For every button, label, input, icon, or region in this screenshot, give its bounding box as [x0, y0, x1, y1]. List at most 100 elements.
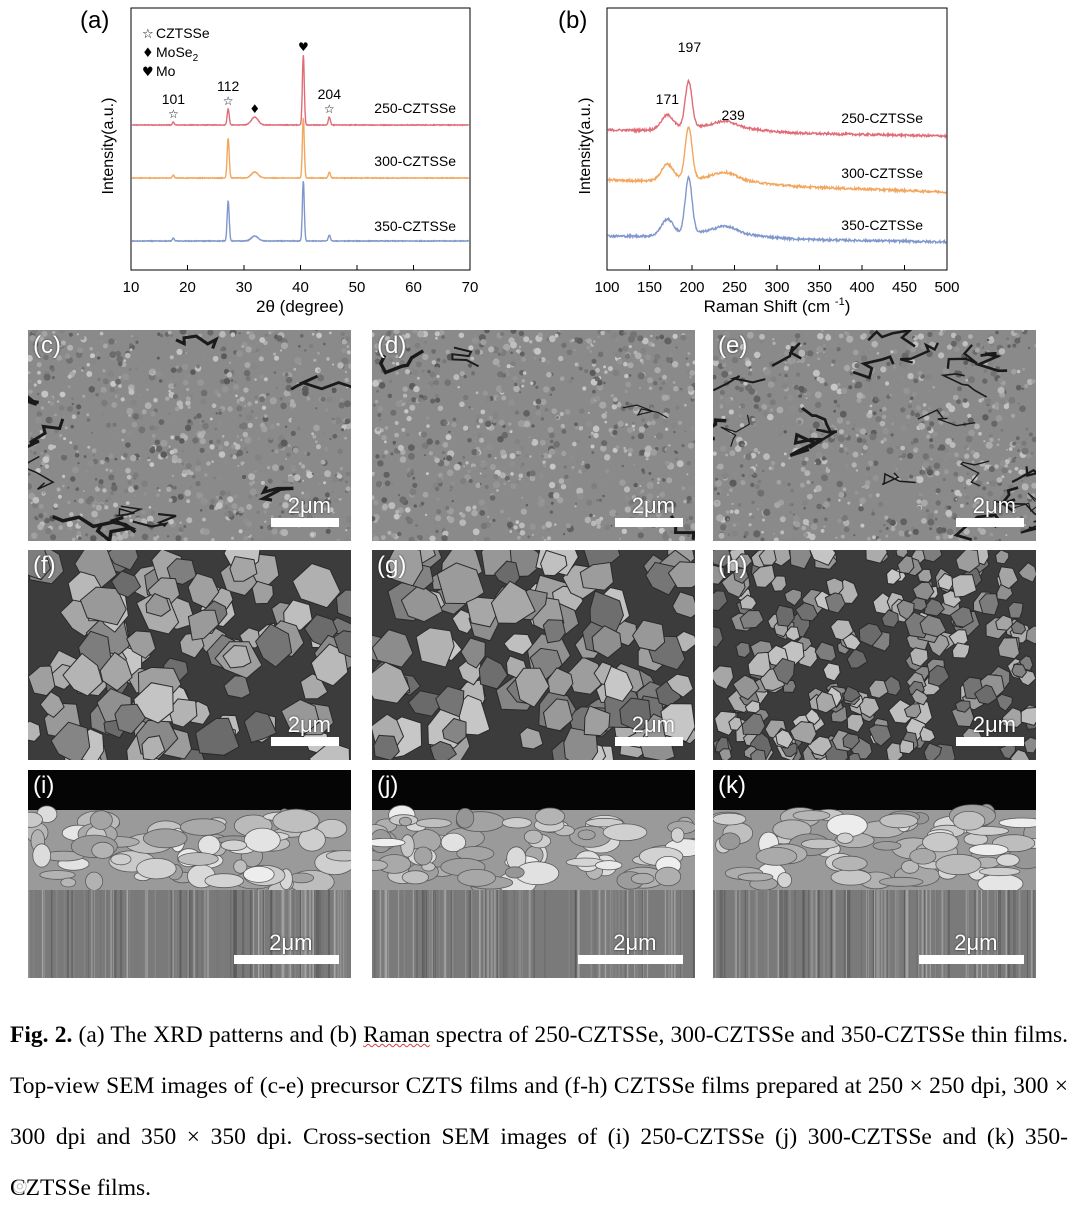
- sem-image-panel: (c) 2μm: [28, 330, 351, 541]
- figure-caption: Fig. 2. (a) The XRD patterns and (b) Ram…: [10, 1010, 1068, 1214]
- raman-tick-label: 450: [892, 279, 917, 296]
- xrd-series-line: [131, 55, 470, 127]
- xrd-tick-label: 50: [349, 279, 366, 296]
- raman-tick-label: 300: [764, 279, 789, 296]
- raman-series-label: 250-CZTSSe: [841, 110, 923, 126]
- raman-series-line: [607, 78, 947, 140]
- scale-bar-label: 2μm: [269, 930, 313, 955]
- scale-bar-label: 2μm: [972, 712, 1016, 737]
- xrd-tick-label: 60: [405, 279, 422, 296]
- raman-tick-label: 400: [849, 279, 874, 296]
- raman-tick-label: 500: [934, 279, 959, 296]
- watermark: ◎: [12, 1175, 28, 1195]
- xrd-series-label: 250-CZTSSe: [374, 100, 456, 116]
- scale-bar: [615, 518, 683, 527]
- sem-micrograph: [713, 770, 1036, 978]
- xrd-tick-label: 10: [123, 279, 140, 296]
- xrd-x-axis-label: 2θ (degree): [256, 297, 344, 316]
- xrd-peak-label: 101: [162, 91, 186, 107]
- xrd-peak-label: 204: [318, 86, 342, 102]
- sem-micrograph: [28, 550, 351, 760]
- sem-micrograph: [713, 550, 1036, 760]
- sem-image-panel: (d) 2μm: [372, 330, 695, 541]
- raman-tick-label: 150: [637, 279, 662, 296]
- scale-bar: [578, 955, 683, 964]
- scale-bar-label: 2μm: [631, 493, 675, 518]
- sem-panel-letter: (e): [718, 332, 748, 359]
- xrd-tick-label: 70: [462, 279, 479, 296]
- raman-series-line: [607, 174, 947, 245]
- caption-underlined-word: Raman: [363, 1022, 430, 1048]
- xrd-series-line: [131, 181, 470, 243]
- sem-image-panel: (k) 2μm: [713, 770, 1036, 978]
- scale-bar: [956, 737, 1024, 746]
- scale-bar: [271, 518, 339, 527]
- scale-bar: [919, 955, 1024, 964]
- sem-micrograph: [372, 550, 695, 760]
- sem-panel-letter: (k): [718, 772, 746, 799]
- raman-tick-label: 250: [722, 279, 747, 296]
- caption-text-1: (a) The XRD patterns and (b): [72, 1022, 364, 1048]
- xrd-series-label: 350-CZTSSe: [374, 218, 456, 234]
- xrd-chart: 10 20 30 40 50 60 70 (a) Intensity(a.u.) 2θ (degr…: [80, 7, 479, 316]
- sem-image-panel: (f) 2μm: [28, 550, 351, 760]
- xrd-peak-symbol: ♦: [249, 102, 260, 116]
- xrd-peak-label: 112: [217, 78, 240, 94]
- raman-tick-label: 200: [679, 279, 704, 296]
- sem-micrograph: [28, 330, 351, 541]
- sem-panel-letter: (d): [377, 332, 407, 359]
- xrd-legend-label: CZTSSe: [156, 25, 210, 41]
- xrd-series-label: 300-CZTSSe: [374, 153, 456, 169]
- raman-tick-label: 350: [807, 279, 832, 296]
- caption-lead: Fig. 2.: [10, 1022, 73, 1048]
- caption-text-2: spectra of 250-CZTSSe, 300-CZTSSe and 35…: [10, 1022, 1068, 1201]
- scale-bar-label: 2μm: [631, 712, 675, 737]
- scale-bar: [234, 955, 339, 964]
- sem-panel-letter: (h): [718, 552, 748, 579]
- scale-bar: [271, 737, 339, 746]
- sem-image-panel: (h) 2μm: [713, 550, 1036, 760]
- xrd-y-axis-label: Intensity(a.u.): [100, 98, 117, 195]
- raman-peak-label: 239: [721, 107, 745, 123]
- scale-bar-label: 2μm: [954, 930, 998, 955]
- raman-x-axis-label: Raman Shift (cm -1): [704, 296, 851, 316]
- sem-panel-letter: (c): [33, 332, 61, 359]
- xrd-series-line: [131, 118, 470, 180]
- raman-chart: 100 150 200 250 300 350 400 450 500 (b) Intensity(…: [558, 7, 960, 316]
- scale-bar: [615, 737, 683, 746]
- xrd-legend-label: MoSe2: [156, 44, 199, 64]
- xrd-peak-symbol: ♥: [298, 40, 309, 54]
- xrd-legend-symbol: ☆: [142, 27, 154, 42]
- xrd-peak-symbol: ☆: [223, 94, 234, 108]
- raman-series-label: 350-CZTSSe: [841, 217, 923, 233]
- sem-panel-letter: (j): [377, 772, 399, 799]
- sem-image-panel: (i) 2μm: [28, 770, 351, 978]
- sem-micrograph: [372, 330, 695, 541]
- xrd-legend-label: Mo: [156, 63, 176, 79]
- sem-micrograph: [372, 770, 695, 978]
- sem-image-panel: (g) 2μm: [372, 550, 695, 760]
- xrd-peak-symbol: ☆: [168, 107, 179, 121]
- scale-bar-label: 2μm: [972, 493, 1016, 518]
- sem-micrograph: [713, 330, 1036, 541]
- xrd-tick-label: 20: [179, 279, 196, 296]
- sem-panel-letter: (f): [33, 552, 56, 579]
- scale-bar: [956, 518, 1024, 527]
- scale-bar-label: 2μm: [613, 930, 657, 955]
- scale-bar-label: 2μm: [287, 712, 331, 737]
- raman-tick-label: 100: [594, 279, 619, 296]
- raman-series-label: 300-CZTSSe: [841, 165, 923, 181]
- xrd-legend-symbol: ♦: [142, 46, 154, 61]
- sem-panel-letter: (g): [377, 552, 407, 579]
- raman-peak-label: 171: [656, 91, 680, 107]
- raman-peak-label: 197: [678, 39, 702, 55]
- xrd-peak-symbol: ☆: [324, 102, 335, 116]
- scale-bar-label: 2μm: [287, 493, 331, 518]
- xrd-legend-symbol: ♥: [142, 65, 154, 80]
- sem-panel-letter: (i): [33, 772, 55, 799]
- xrd-tick-label: 40: [292, 279, 309, 296]
- raman-series-line: [607, 126, 947, 195]
- panel-letter-b: (b): [558, 7, 587, 34]
- xrd-tick-label: 30: [236, 279, 253, 296]
